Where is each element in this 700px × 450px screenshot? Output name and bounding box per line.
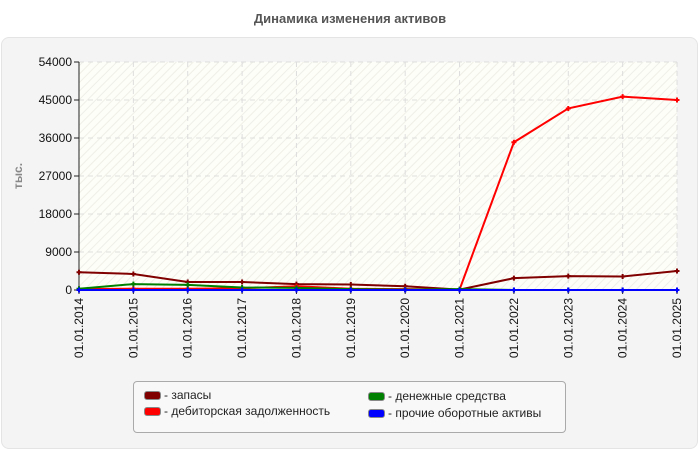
data-point-marker <box>511 287 517 293</box>
data-point-marker <box>239 279 245 285</box>
data-point-marker <box>674 287 680 293</box>
legend-swatch-icon <box>368 391 385 401</box>
x-tick-label: 01.01.2024 <box>616 298 630 358</box>
data-point-marker <box>239 287 245 293</box>
x-tick-label: 01.01.2017 <box>235 298 249 358</box>
data-point-marker <box>565 105 571 111</box>
data-point-marker <box>620 273 626 279</box>
y-axis-label: тыс. <box>11 163 25 189</box>
x-tick-label: 01.01.2025 <box>670 298 684 358</box>
x-axis-ticks: 01.01.2014 01.01.2015 01.01.2016 01.01.2017… <box>72 290 684 358</box>
legend-swatch-icon <box>144 390 161 400</box>
x-tick-label: 01.01.2014 <box>72 298 86 358</box>
x-tick-label: 01.01.2021 <box>453 298 467 358</box>
legend-item-zapasy: - запасы <box>144 388 211 402</box>
data-point-marker <box>348 282 354 288</box>
legend-label: - дебиторская задолженность <box>164 404 331 418</box>
y-tick-label: 9000 <box>45 245 72 259</box>
legend-item-prochie: - прочие оборотные активы <box>368 406 541 420</box>
data-point-marker <box>511 139 517 145</box>
legend-label: - денежные средства <box>388 389 506 403</box>
y-axis-ticks: 0 9000 18000 27000 36000 45000 54000 <box>39 55 79 297</box>
y-tick-label: 54000 <box>39 55 73 69</box>
y-tick-label: 36000 <box>39 131 73 145</box>
x-tick-label: 01.01.2015 <box>126 298 140 358</box>
x-tick-label: 01.01.2022 <box>507 298 521 358</box>
x-tick-label: 01.01.2019 <box>344 298 358 358</box>
y-tick-label: 0 <box>65 283 72 297</box>
data-point-marker <box>185 282 191 288</box>
x-tick-label: 01.01.2018 <box>289 298 303 358</box>
data-point-marker <box>565 287 571 293</box>
legend-item-denezhnye: - денежные средства <box>368 389 506 403</box>
data-point-marker <box>76 269 82 275</box>
data-point-marker <box>620 287 626 293</box>
y-tick-label: 27000 <box>39 169 73 183</box>
data-point-marker <box>674 97 680 103</box>
x-tick-label: 01.01.2016 <box>181 298 195 358</box>
data-point-marker <box>185 287 191 293</box>
series-lines <box>76 94 680 293</box>
legend-swatch-icon <box>368 408 385 418</box>
chart-title: Динамика изменения активов <box>253 11 447 26</box>
data-point-marker <box>130 281 136 287</box>
x-tick-label: 01.01.2023 <box>561 298 575 358</box>
data-point-marker <box>457 287 463 293</box>
data-point-marker <box>674 268 680 274</box>
x-tick-label: 01.01.2020 <box>398 298 412 358</box>
legend-label: - прочие оборотные активы <box>388 406 542 420</box>
data-point-marker <box>402 287 408 293</box>
data-point-marker <box>130 287 136 293</box>
data-point-marker <box>620 94 626 100</box>
data-point-marker <box>130 271 136 277</box>
series-line <box>78 270 678 291</box>
y-tick-label: 18000 <box>39 207 73 221</box>
legend: - запасы - дебиторская задолженность - д… <box>133 381 566 433</box>
data-point-marker <box>293 287 299 293</box>
y-tick-label: 45000 <box>39 93 73 107</box>
data-point-marker <box>511 275 517 281</box>
data-point-marker <box>76 287 82 293</box>
legend-label: - запасы <box>164 388 212 402</box>
data-point-marker <box>565 273 571 279</box>
legend-item-debitorskaya: - дебиторская задолженность <box>144 404 330 418</box>
legend-swatch-icon <box>144 406 161 416</box>
data-point-marker <box>348 287 354 293</box>
